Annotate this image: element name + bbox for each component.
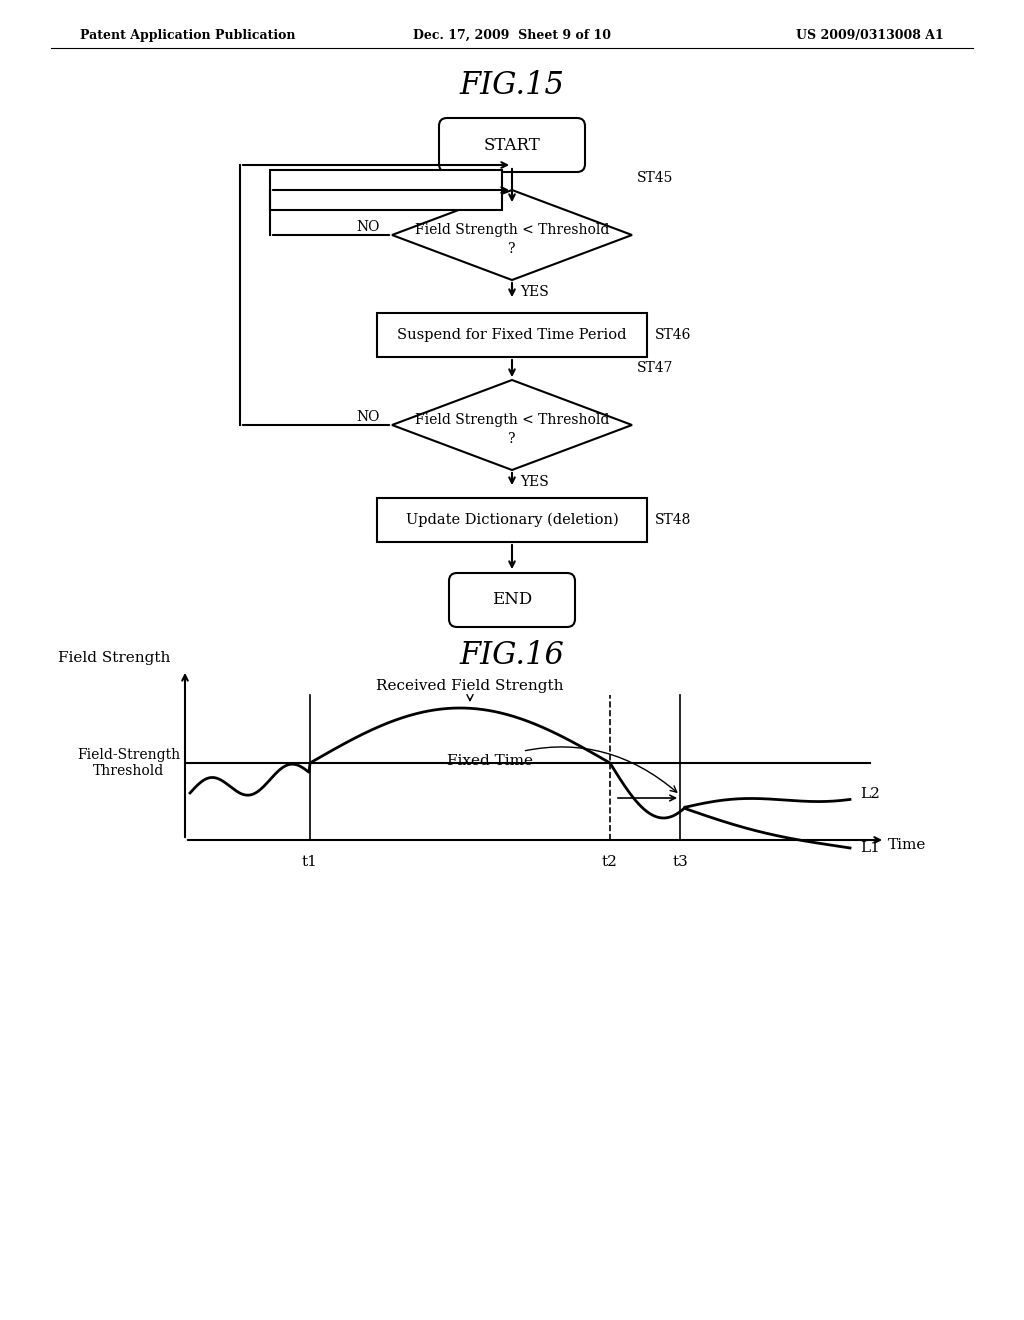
Bar: [270, 170, 502, 210]
Text: Time: Time: [888, 838, 927, 851]
Text: Field-Strength
Threshold: Field-Strength Threshold: [77, 748, 180, 777]
Text: Field Strength < Threshold: Field Strength < Threshold: [415, 413, 609, 426]
Text: Update Dictionary (deletion): Update Dictionary (deletion): [406, 512, 618, 527]
Text: t2: t2: [602, 855, 617, 869]
Polygon shape: [392, 380, 632, 470]
Text: L1: L1: [860, 841, 880, 855]
FancyBboxPatch shape: [449, 573, 575, 627]
Text: NO: NO: [356, 220, 380, 234]
Polygon shape: [392, 190, 632, 280]
Text: FIG.15: FIG.15: [460, 70, 564, 100]
Text: t3: t3: [672, 855, 688, 869]
Text: YES: YES: [520, 285, 549, 300]
Text: t1: t1: [302, 855, 317, 869]
Text: US 2009/0313008 A1: US 2009/0313008 A1: [797, 29, 944, 41]
Text: ST45: ST45: [637, 172, 674, 185]
Text: END: END: [492, 591, 532, 609]
Text: FIG.16: FIG.16: [460, 639, 564, 671]
FancyBboxPatch shape: [439, 117, 585, 172]
Text: ST46: ST46: [655, 327, 691, 342]
Bar: [377, 498, 647, 543]
Text: ST48: ST48: [655, 513, 691, 527]
Text: Patent Application Publication: Patent Application Publication: [80, 29, 296, 41]
Text: YES: YES: [520, 475, 549, 488]
Text: Fixed Time: Fixed Time: [447, 747, 677, 792]
Text: Suspend for Fixed Time Period: Suspend for Fixed Time Period: [397, 327, 627, 342]
Text: NO: NO: [356, 411, 380, 424]
Text: Field Strength: Field Strength: [57, 651, 170, 665]
Bar: [377, 313, 647, 356]
Text: ?: ?: [508, 242, 516, 256]
Text: ST47: ST47: [637, 360, 674, 375]
Text: ?: ?: [508, 432, 516, 446]
Text: Field Strength < Threshold: Field Strength < Threshold: [415, 223, 609, 238]
Text: L2: L2: [860, 788, 880, 801]
Text: Received Field Strength: Received Field Strength: [376, 678, 564, 701]
Text: START: START: [483, 136, 541, 153]
Text: Dec. 17, 2009  Sheet 9 of 10: Dec. 17, 2009 Sheet 9 of 10: [413, 29, 611, 41]
